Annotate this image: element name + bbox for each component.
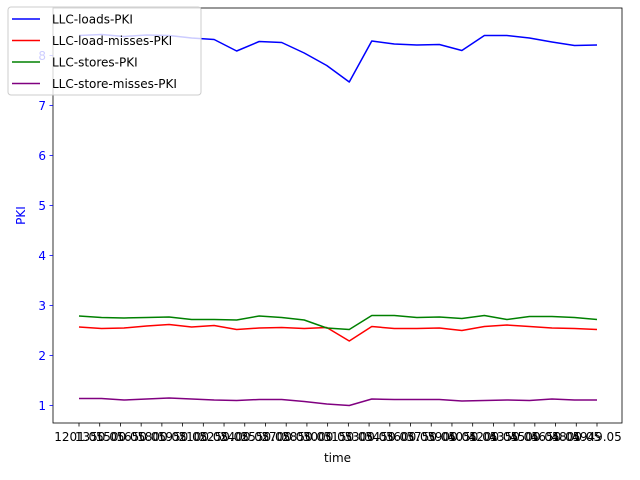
x-tick-label: 2100.05 <box>179 430 229 444</box>
x-tick-label: 3750.05 <box>406 430 456 444</box>
x-tick-label: 1800.05 <box>137 430 187 444</box>
legend: LLC-loads-PKI LLC-load-misses-PKI LLC-stor… <box>7 6 202 96</box>
x-tick-label: 4650.05 <box>531 430 581 444</box>
series-line-2 <box>78 323 598 342</box>
x-tick-label: 3150.05 <box>324 430 374 444</box>
x-tick-label: 4350.05 <box>489 430 539 444</box>
x-tick-label: 4500.05 <box>510 430 560 444</box>
legend-label: LLC-load-misses-PKI <box>52 34 172 48</box>
x-tick-label: 1201.05 <box>54 430 104 444</box>
y-tick-label: 2 <box>38 349 46 363</box>
x-axis-label: time <box>324 451 351 465</box>
x-tick-label: 4800.05 <box>551 430 601 444</box>
x-tick-label: 3000.05 <box>303 430 353 444</box>
x-tick-label: 1650.05 <box>116 430 166 444</box>
x-tick-label: 3450.05 <box>365 430 415 444</box>
legend-label: LLC-loads-PKI <box>52 12 133 26</box>
x-tick-label: 2250.05 <box>199 430 249 444</box>
plot-frame <box>52 7 623 424</box>
legend-label: LLC-store-misses-PKI <box>52 77 177 91</box>
x-tick-label: 2850.05 <box>282 430 332 444</box>
series-line-3 <box>78 314 598 331</box>
y-tick-label: 4 <box>38 249 46 263</box>
y-tick-label: 3 <box>38 299 46 313</box>
x-tick-label: 2550.05 <box>241 430 291 444</box>
y-tick-label: 6 <box>38 149 46 163</box>
x-tick-label: 4949.05 <box>572 430 622 444</box>
x-tick-label: 3600.05 <box>386 430 436 444</box>
y-axis-label: PKI <box>14 206 28 225</box>
legend-box <box>7 6 202 96</box>
x-tick-label: 3300.05 <box>344 430 394 444</box>
legend-label: LLC-stores-PKI <box>52 55 138 69</box>
x-tick-label: 1350.05 <box>75 430 125 444</box>
x-tick-label: 1500.05 <box>96 430 146 444</box>
series-line-4 <box>79 397 597 407</box>
x-tick-label: 2700.05 <box>261 430 311 444</box>
y-tick-label: 1 <box>38 399 46 413</box>
x-tick-label: 3900.05 <box>427 430 477 444</box>
x-tick-label: 4200.05 <box>469 430 519 444</box>
x-tick-label: 1950.05 <box>158 430 208 444</box>
x-tick-label: 4050.05 <box>448 430 498 444</box>
y-tick-label: 5 <box>38 199 46 213</box>
axes-layer: 123456781201.051350.051500.051650.051800… <box>38 7 623 444</box>
x-tick-label: 2400.05 <box>220 430 270 444</box>
y-tick-label: 7 <box>38 99 46 113</box>
